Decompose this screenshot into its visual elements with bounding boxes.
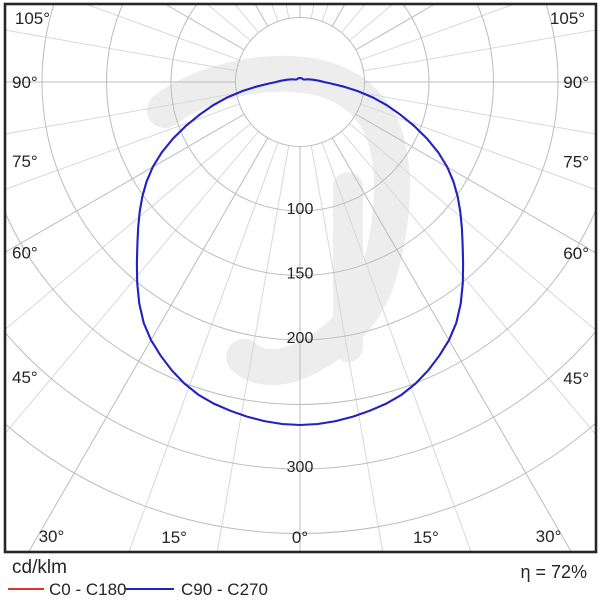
svg-text:150: 150 [287,266,314,283]
svg-text:100: 100 [287,201,314,218]
svg-text:C0 - C180: C0 - C180 [49,580,126,599]
svg-text:200: 200 [287,330,314,347]
svg-text:C90 - C270: C90 - C270 [181,580,268,599]
svg-text:0°: 0° [292,528,308,547]
svg-text:15°: 15° [413,528,439,547]
svg-text:75°: 75° [563,152,589,171]
svg-text:60°: 60° [12,243,38,262]
svg-text:60°: 60° [563,244,589,263]
svg-text:105°: 105° [550,9,585,28]
svg-text:300: 300 [287,459,314,476]
svg-text:90°: 90° [563,73,589,92]
svg-text:15°: 15° [161,528,187,547]
svg-text:45°: 45° [12,368,38,387]
svg-text:90°: 90° [12,73,38,92]
svg-text:30°: 30° [536,527,562,546]
svg-text:30°: 30° [39,527,65,546]
svg-text:45°: 45° [563,369,589,388]
svg-text:75°: 75° [12,152,38,171]
svg-text:105°: 105° [15,9,50,28]
